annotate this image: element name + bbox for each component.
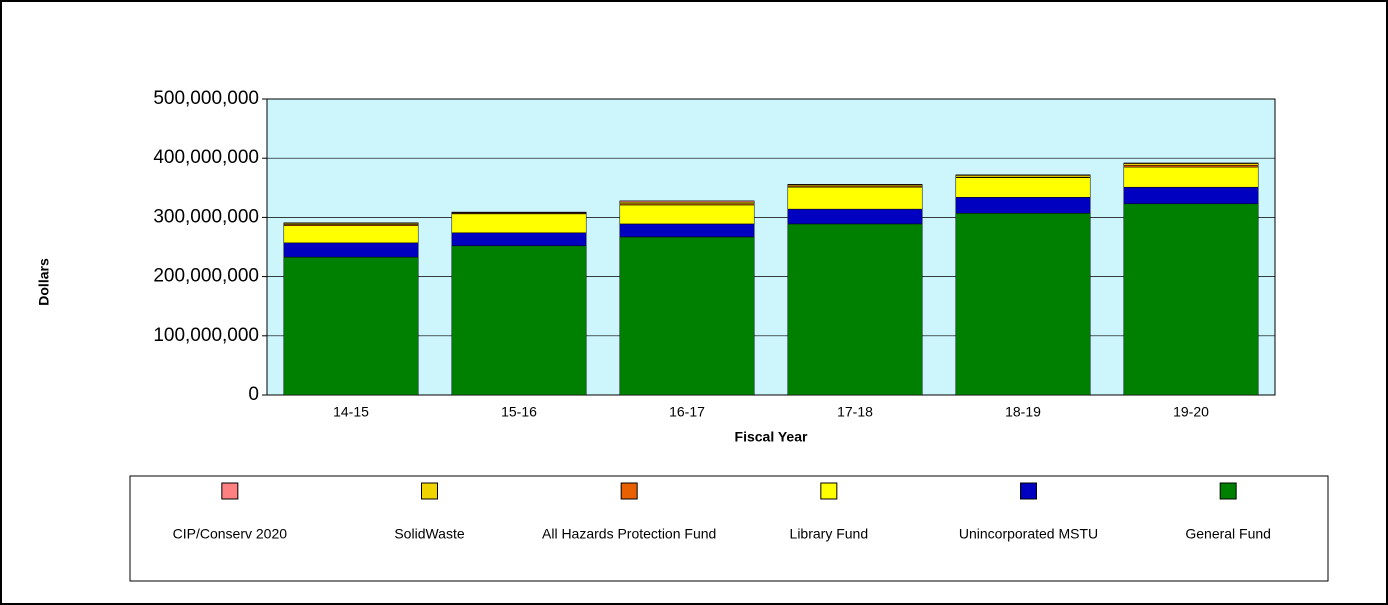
bar-segment <box>283 242 419 258</box>
bar-segment <box>1123 165 1259 168</box>
legend-label: SolidWaste <box>394 526 465 542</box>
legend-label: General Fund <box>1185 526 1271 542</box>
y-tick-label: 0 <box>248 384 259 405</box>
x-tick-label: 15-16 <box>501 404 537 420</box>
bar-segment <box>1123 162 1259 164</box>
legend-swatch <box>620 482 638 500</box>
bar-segment <box>283 225 419 244</box>
bar-segment <box>955 213 1091 396</box>
x-tick-label: 17-18 <box>837 404 873 420</box>
y-axis-title: Dollars <box>36 258 52 306</box>
bar-segment <box>787 208 923 225</box>
bar-segment <box>1123 186 1259 205</box>
legend-swatch <box>421 482 438 500</box>
y-tick-label: 200,000,000 <box>153 266 259 287</box>
legend-label: Library Fund <box>790 526 869 542</box>
bar-segment <box>955 197 1091 214</box>
bar-segment <box>1123 203 1259 396</box>
bar-segment <box>451 213 587 234</box>
bar-segment <box>619 204 755 225</box>
x-tick-label: 16-17 <box>669 404 705 420</box>
bar-segment <box>619 236 755 396</box>
legend-swatch <box>1020 482 1037 500</box>
bar-segment <box>787 186 923 210</box>
bar-segment <box>955 174 1091 176</box>
legend-swatch <box>820 482 838 500</box>
bar-segment <box>1123 166 1259 188</box>
legend <box>129 475 1329 582</box>
x-axis-title: Fiscal Year <box>735 429 808 445</box>
y-tick-label: 500,000,000 <box>153 88 259 109</box>
x-tick-label: 19-20 <box>1173 404 1209 420</box>
x-tick-label: 14-15 <box>333 404 369 420</box>
bar-segment <box>1123 163 1259 166</box>
legend-swatch <box>1219 482 1237 500</box>
bar-segment <box>451 232 587 247</box>
legend-label: CIP/Conserv 2020 <box>173 526 288 542</box>
bar-segment <box>283 222 419 224</box>
legend-label: Unincorporated MSTU <box>959 526 1098 542</box>
bar-segment <box>451 245 587 396</box>
bar-segment <box>787 223 923 396</box>
x-tick-label: 18-19 <box>1005 404 1041 420</box>
bar-segment <box>787 183 923 186</box>
bar-segment <box>283 256 419 396</box>
legend-label: All Hazards Protection Fund <box>542 526 716 542</box>
plot-area <box>266 98 1276 396</box>
bar-segment <box>955 177 1091 198</box>
y-tick-label: 300,000,000 <box>153 206 259 227</box>
bar-segment <box>619 200 755 203</box>
y-tick-label: 400,000,000 <box>153 147 259 168</box>
bar-segment <box>955 175 1091 178</box>
y-tick-label: 100,000,000 <box>153 325 259 346</box>
bar-segment <box>619 201 755 205</box>
bar-segment <box>619 223 755 238</box>
legend-swatch <box>221 482 239 500</box>
